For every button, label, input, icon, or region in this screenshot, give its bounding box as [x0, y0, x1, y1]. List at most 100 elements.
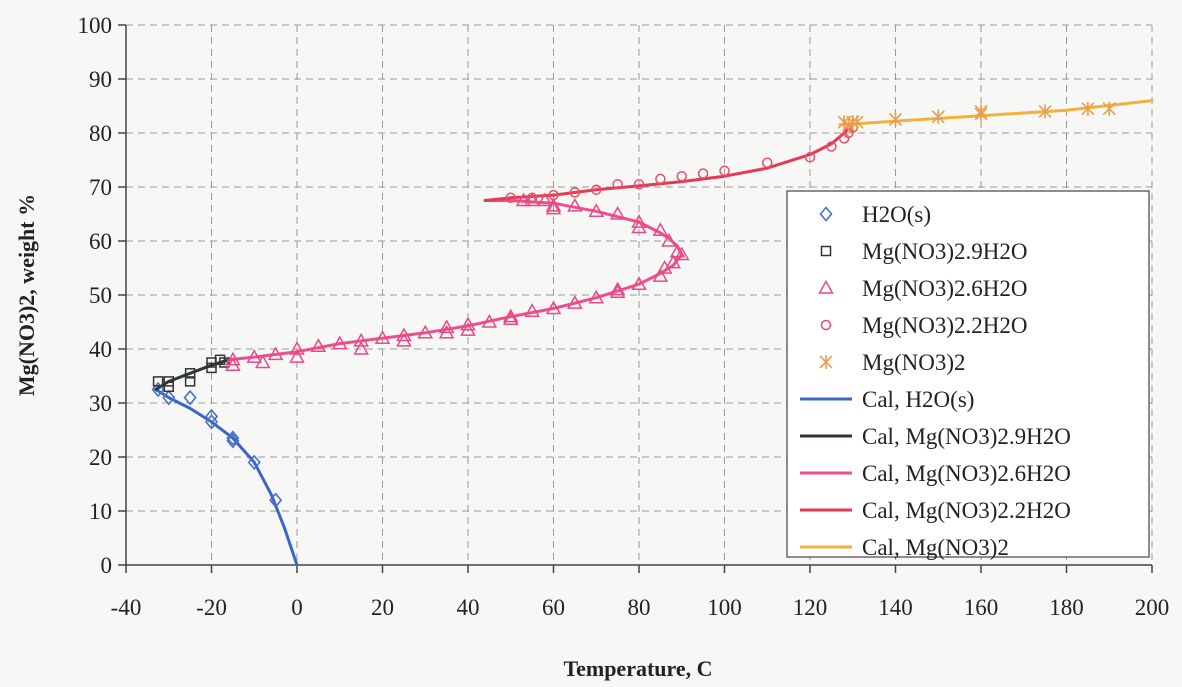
series-line-cal-h2o-s: [154, 388, 299, 567]
point-mg-no3-2-2h2o: [633, 179, 645, 190]
point-mg-no3-2-6h2o: [438, 324, 455, 339]
point-mg-no3-2-6h2o: [417, 324, 434, 339]
x-tick-label: 40: [457, 595, 480, 620]
point-mg-no3-2-6h2o: [673, 246, 690, 261]
series-mg-no3-2: [837, 101, 1116, 132]
legend-label-cal-mg-no3-2: Cal, Mg(NO3)2: [862, 535, 1009, 560]
data-markers: [151, 101, 1116, 508]
point-mg-no3-2: [931, 109, 945, 124]
point-mg-no3-2-6h2o: [524, 303, 540, 317]
point-mg-no3-2-6h2o: [588, 289, 605, 304]
legend-label-mg-no3-2-9h2o: Mg(NO3)2.9H2O: [862, 239, 1027, 264]
point-mg-no3-2-6h2o: [609, 281, 626, 296]
x-tick-label: 60: [542, 595, 565, 620]
legend-label-cal-mg-no3-2-2h2o: Cal, Mg(NO3)2.2H2O: [862, 498, 1071, 523]
point-mg-no3-2-6h2o: [537, 192, 553, 207]
y-tick-label: 60: [89, 229, 112, 254]
y-tick-label: 50: [89, 283, 112, 308]
point-mg-no3-2-9h2o: [152, 376, 164, 387]
series-mg-no3-2-9h2o: [152, 354, 230, 393]
point-h2o-s: [204, 408, 219, 425]
x-tick-label: -20: [196, 595, 227, 620]
point-mg-no3-2-6h2o: [609, 205, 626, 220]
point-mg-no3-2-6h2o: [255, 354, 271, 369]
series-line-cal-mg-no3-2-6h2o: [227, 199, 684, 362]
point-mg-no3-2-9h2o: [184, 368, 196, 379]
point-mg-no3-2-2h2o: [826, 141, 837, 152]
point-mg-no3-2-6h2o: [661, 232, 677, 247]
point-mg-no3-2-9h2o: [163, 381, 174, 393]
point-mg-no3-2-6h2o: [515, 192, 532, 207]
point-mg-no3-2-6h2o: [524, 192, 540, 207]
point-mg-no3-2-2h2o: [762, 157, 773, 168]
x-tick-label: 200: [1135, 595, 1170, 620]
point-mg-no3-2-6h2o: [481, 313, 498, 328]
point-mg-no3-2-6h2o: [396, 327, 412, 342]
point-mg-no3-2-2h2o: [612, 179, 623, 190]
point-mg-no3-2-2h2o: [548, 189, 559, 201]
point-h2o-s: [204, 414, 219, 430]
y-tick-labels: 0 10 20 30 40 50 60 70 80 90 100: [78, 13, 113, 578]
point-mg-no3-2-9h2o: [206, 362, 217, 374]
point-mg-no3-2-6h2o: [502, 311, 519, 326]
x-tick-label: -40: [111, 595, 142, 620]
y-tick-label: 40: [89, 337, 112, 362]
point-mg-no3-2-6h2o: [289, 349, 305, 363]
point-mg-no3-2-2h2o: [719, 165, 730, 177]
x-tick-label: 80: [628, 595, 651, 620]
point-mg-no3-2-6h2o: [267, 346, 284, 361]
legend-label-mg-no3-2-2h2o: Mg(NO3)2.2H2O: [862, 313, 1027, 338]
point-mg-no3-2-6h2o: [331, 335, 348, 350]
y-tick-label: 70: [89, 175, 112, 200]
point-mg-no3-2-6h2o: [374, 330, 391, 344]
point-mg-no3-2-6h2o: [310, 338, 327, 353]
x-tick-label: 100: [707, 595, 742, 620]
point-mg-no3-2-2h2o: [505, 192, 516, 204]
point-mg-no3-2: [974, 104, 988, 119]
point-mg-no3-2-6h2o: [588, 203, 605, 218]
point-mg-no3-2-2h2o: [569, 187, 581, 198]
x-tick-label: 20: [371, 595, 394, 620]
point-mg-no3-2: [1038, 104, 1052, 119]
series-line-cal-mg-no3-2-2h2o: [483, 123, 855, 202]
legend-label-cal-mg-no3-2-9h2o: Cal, Mg(NO3)2.9H2O: [862, 424, 1071, 449]
point-mg-no3-2-6h2o: [460, 316, 476, 331]
point-h2o-s: [247, 454, 261, 471]
point-mg-no3-2-6h2o: [460, 322, 476, 336]
y-tick-label: 10: [89, 499, 112, 524]
legend-label-mg-no3-2-6h2o: Mg(NO3)2.6H2O: [862, 276, 1027, 301]
point-h2o-s: [226, 433, 240, 449]
point-mg-no3-2: [1081, 101, 1095, 116]
legend-label-cal-mg-no3-2-6h2o: Cal, Mg(NO3)2.6H2O: [862, 461, 1071, 486]
point-mg-no3-2-6h2o: [502, 308, 519, 323]
x-tick-label: 180: [1049, 595, 1084, 620]
point-mg-no3-2-6h2o: [631, 219, 647, 234]
y-tick-label: 90: [89, 67, 112, 92]
y-tick-label: 30: [89, 391, 112, 416]
point-mg-no3-2-2h2o: [676, 170, 687, 182]
point-mg-no3-2-9h2o: [163, 376, 174, 387]
point-mg-no3-2-6h2o: [669, 243, 686, 258]
point-mg-no3-2: [888, 112, 903, 127]
point-mg-no3-2-6h2o: [246, 349, 263, 363]
y-axis-title: Mg(NO3)2, weight %: [14, 194, 39, 396]
legend-swatch-mg-no3-2-2h2o: [820, 319, 832, 331]
point-h2o-s: [162, 389, 176, 406]
series-mg-no3-2-6h2o: [225, 192, 690, 371]
point-mg-no3-2-6h2o: [631, 276, 647, 290]
legend-swatch-h2o-s: [819, 206, 833, 222]
x-tick-label: 0: [291, 595, 303, 620]
point-mg-no3-2-2h2o: [591, 184, 602, 195]
series-h2o-s: [151, 381, 283, 508]
point-mg-no3-2-6h2o: [225, 357, 241, 371]
point-mg-no3-2-6h2o: [652, 268, 669, 282]
point-mg-no3-2-6h2o: [567, 197, 583, 212]
y-tick-label: 80: [89, 121, 112, 146]
legend-label-mg-no3-2: Mg(NO3)2: [862, 350, 966, 375]
y-tick-label: 0: [101, 553, 113, 578]
point-mg-no3-2-6h2o: [289, 340, 305, 355]
legend-box: [786, 190, 1150, 558]
point-h2o-s: [269, 492, 283, 508]
point-h2o-s: [226, 430, 240, 446]
